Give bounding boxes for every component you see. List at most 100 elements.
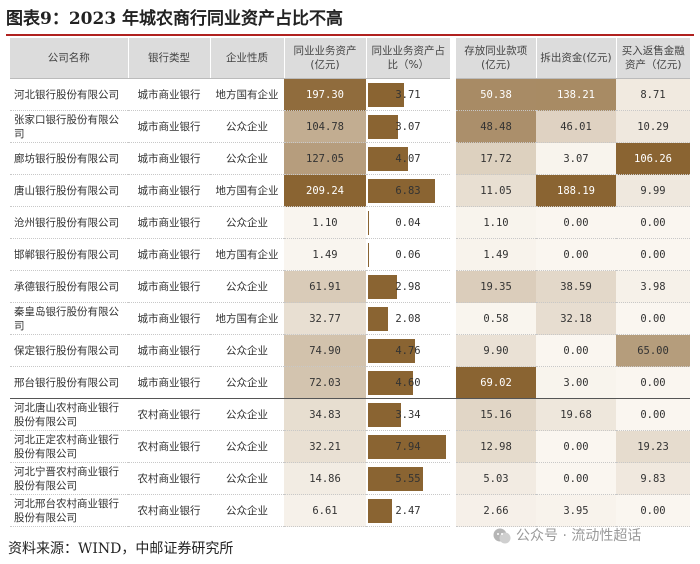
cell-gap [450,366,456,399]
col-header-interbank-assets: 同业业务资产(亿元) [283,38,366,79]
cell-share: 4.76 [366,334,450,367]
cell-lending-out: 138.21 [536,78,616,111]
cell-interbank-assets: 74.90 [284,334,366,367]
cell-reverse-repo: 65.00 [616,334,690,367]
cell-gap [450,302,456,335]
table-row: 河北宁晋农村商业银行股份有限公司 农村商业银行 公众企业 14.86 5.55 5.03 0… [10,462,690,495]
cell-interbank-assets: 34.83 [284,398,366,431]
cell-gap [450,398,456,431]
cell-interbank-assets: 209.24 [284,174,366,207]
cell-lending-out: 3.07 [536,142,616,175]
cell-reverse-repo: 3.98 [616,270,690,303]
cell-share: 2.47 [366,494,450,527]
cell-nature: 公众企业 [210,398,284,431]
cell-nature: 地方国有企业 [210,238,284,271]
watermark-text: 公众号 · 流动性超话 [516,528,642,544]
cell-reverse-repo: 0.00 [616,366,690,399]
cell-bank-type: 城市商业银行 [128,174,210,207]
table-row: 河北邢台农村商业银行股份有限公司 农村商业银行 公众企业 6.61 2.47 2.66 3.… [10,494,690,527]
cell-bank-type: 城市商业银行 [128,110,210,143]
cell-deposits-out: 5.03 [456,462,536,495]
share-value: 5.55 [395,472,421,485]
cell-name: 秦皇岛银行股份有限公司 [10,302,128,335]
cell-bank-type: 城市商业银行 [128,142,210,175]
share-value: 0.06 [395,248,421,261]
cell-reverse-repo: 0.00 [616,494,690,527]
cell-nature: 地方国有企业 [210,78,284,111]
table-row: 河北银行股份有限公司 城市商业银行 地方国有企业 197.30 3.71 50.38 138… [10,78,690,111]
share-bar [368,339,415,363]
interbank-asset-table: 公司名称 银行类型 企业性质 同业业务资产(亿元) 同业业务资产占比（%） 存放… [10,38,690,527]
cell-nature: 公众企业 [210,366,284,399]
table-row: 邢台银行股份有限公司 城市商业银行 公众企业 72.03 4.60 69.02 3.00 0.… [10,366,690,399]
cell-name: 保定银行股份有限公司 [10,334,128,367]
cell-reverse-repo: 0.00 [616,302,690,335]
cell-deposits-out: 19.35 [456,270,536,303]
cell-deposits-out: 1.49 [456,238,536,271]
cell-share: 0.04 [366,206,450,239]
share-value: 4.60 [395,376,421,389]
table-row: 承德银行股份有限公司 城市商业银行 公众企业 61.91 2.98 19.35 38.59 3… [10,270,690,303]
share-value: 7.94 [395,440,421,453]
share-bar [368,499,393,523]
table-row: 秦皇岛银行股份有限公司 城市商业银行 地方国有企业 32.77 2.08 0.58 32.1… [10,302,690,335]
share-value: 3.07 [395,120,421,133]
cell-deposits-out: 17.72 [456,142,536,175]
cell-reverse-repo: 9.83 [616,462,690,495]
cell-interbank-assets: 1.10 [284,206,366,239]
cell-name: 廊坊银行股份有限公司 [10,142,128,175]
col-header-share: 同业业务资产占比（%） [365,38,450,79]
cell-share: 3.07 [366,110,450,143]
cell-gap [450,142,456,175]
cell-reverse-repo: 9.99 [616,174,690,207]
cell-bank-type: 农村商业银行 [128,430,210,463]
cell-name: 河北正定农村商业银行股份有限公司 [10,430,128,463]
cell-share: 4.60 [366,366,450,399]
cell-lending-out: 0.00 [536,462,616,495]
share-bar [368,371,414,395]
cell-deposits-out: 1.10 [456,206,536,239]
cell-share: 7.94 [366,430,450,463]
cell-nature: 公众企业 [210,430,284,463]
cell-nature: 公众企业 [210,270,284,303]
cell-name: 邢台银行股份有限公司 [10,366,128,399]
col-header-reverse-repo: 买入返售金融资产（亿元) [615,38,690,79]
cell-name: 河北唐山农村商业银行股份有限公司 [10,398,128,431]
cell-lending-out: 0.00 [536,430,616,463]
cell-nature: 公众企业 [210,142,284,175]
cell-interbank-assets: 61.91 [284,270,366,303]
cell-bank-type: 农村商业银行 [128,398,210,431]
cell-name: 沧州银行股份有限公司 [10,206,128,239]
table-row: 河北正定农村商业银行股份有限公司 农村商业银行 公众企业 32.21 7.94 12.98… [10,430,690,463]
cell-deposits-out: 2.66 [456,494,536,527]
share-bar [368,275,398,299]
cell-gap [450,462,456,495]
cell-name: 唐山银行股份有限公司 [10,174,128,207]
share-value: 2.98 [395,280,421,293]
share-bar [368,467,423,491]
cell-bank-type: 城市商业银行 [128,238,210,271]
cell-bank-type: 城市商业银行 [128,334,210,367]
cell-gap [450,206,456,239]
share-bar [368,211,369,235]
cell-lending-out: 188.19 [536,174,616,207]
share-value: 0.04 [395,216,421,229]
share-bar [368,435,446,459]
cell-nature: 公众企业 [210,206,284,239]
cell-lending-out: 0.00 [536,334,616,367]
table-row: 沧州银行股份有限公司 城市商业银行 公众企业 1.10 0.04 1.10 0.00 0.00 [10,206,690,239]
share-bar [368,403,401,427]
cell-share: 2.08 [366,302,450,335]
cell-share: 6.83 [366,174,450,207]
cell-gap [450,174,456,207]
cell-bank-type: 城市商业银行 [128,206,210,239]
col-header-bank-type: 银行类型 [127,38,210,79]
cell-interbank-assets: 197.30 [284,78,366,111]
cell-lending-out: 0.00 [536,238,616,271]
cell-interbank-assets: 104.78 [284,110,366,143]
cell-interbank-assets: 14.86 [284,462,366,495]
cell-gap [450,238,456,271]
table-row: 张家口银行股份有限公司 城市商业银行 公众企业 104.78 3.07 48.48 46.0… [10,110,690,143]
header-row: 公司名称 银行类型 企业性质 同业业务资产(亿元) 同业业务资产占比（%） 存放… [10,38,690,79]
cell-name: 河北邢台农村商业银行股份有限公司 [10,494,128,527]
